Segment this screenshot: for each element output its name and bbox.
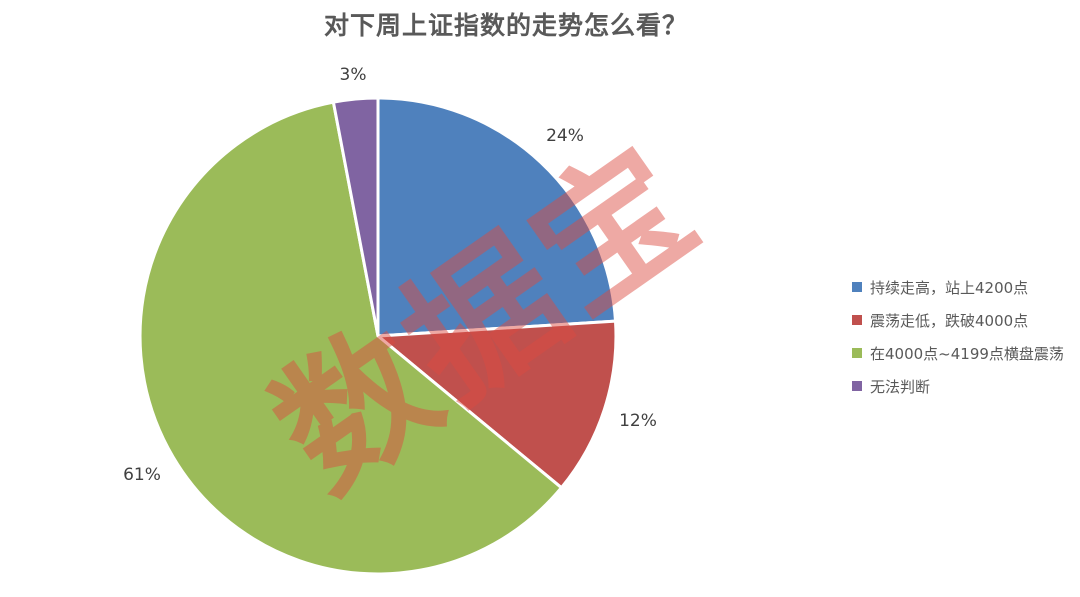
legend-label: 持续走高，站上4200点 xyxy=(870,278,1029,297)
legend-item: 无法判断 xyxy=(852,376,1064,396)
legend-swatch-icon xyxy=(852,282,862,292)
legend-swatch-icon xyxy=(852,348,862,358)
legend: 持续走高，站上4200点 震荡走低，跌破4000点 在4000点~4199点横盘… xyxy=(852,277,1064,396)
pie-slice xyxy=(376,96,617,338)
legend-item: 在4000点~4199点横盘震荡 xyxy=(852,343,1064,363)
slice-percent-label: 12% xyxy=(619,411,657,431)
legend-label: 无法判断 xyxy=(870,377,931,396)
legend-item: 持续走高，站上4200点 xyxy=(852,277,1064,297)
slice-percent-label: 24% xyxy=(546,126,584,146)
legend-label: 震荡走低，跌破4000点 xyxy=(870,311,1029,330)
legend-label: 在4000点~4199点横盘震荡 xyxy=(870,344,1064,363)
slice-percent-label: 61% xyxy=(123,465,161,485)
legend-swatch-icon xyxy=(852,315,862,325)
slice-percent-label: 3% xyxy=(339,65,367,85)
legend-item: 震荡走低，跌破4000点 xyxy=(852,310,1064,330)
pie-slice xyxy=(376,319,618,490)
pie-slice xyxy=(331,96,380,338)
legend-swatch-icon xyxy=(852,381,862,391)
pie-slice xyxy=(138,100,563,576)
chart-title: 对下周上证指数的走势怎么看？ xyxy=(323,11,689,40)
